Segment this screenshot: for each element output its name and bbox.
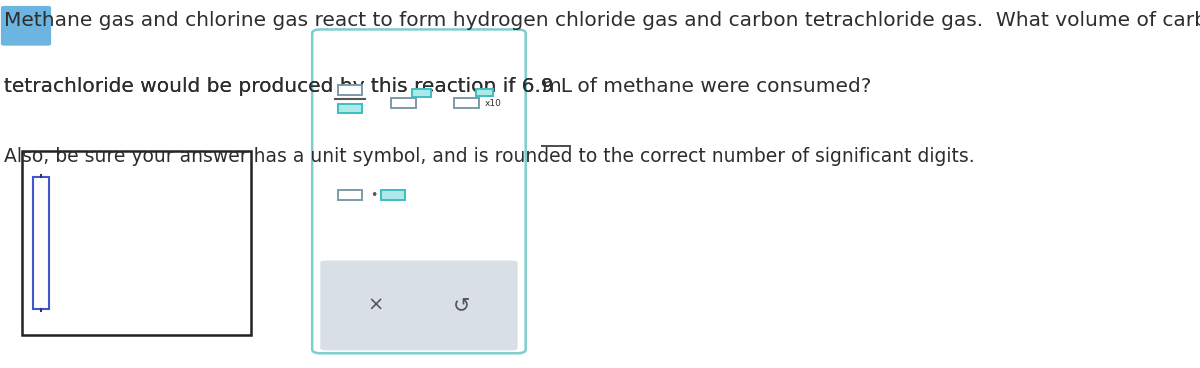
Bar	[391, 98, 416, 108]
Bar	[338, 190, 361, 200]
Text: tetrachloride would be produced by this reaction if 6.9: tetrachloride would be produced by this …	[5, 77, 560, 96]
Bar	[475, 89, 493, 96]
Bar	[338, 85, 361, 95]
FancyBboxPatch shape	[320, 261, 517, 350]
Text: ×: ×	[367, 296, 384, 315]
FancyBboxPatch shape	[312, 29, 526, 353]
Text: tetrachloride would be produced by this reaction if 6.9: tetrachloride would be produced by this …	[5, 77, 560, 96]
Text: mL: mL	[541, 77, 572, 96]
Bar	[455, 98, 479, 108]
FancyBboxPatch shape	[1, 6, 52, 46]
Text: Methane gas and chlorine gas react to form hydrogen chloride gas and carbon tetr: Methane gas and chlorine gas react to fo…	[5, 11, 1200, 30]
Text: Also, be sure your answer has a unit symbol, and is rounded to the correct numbe: Also, be sure your answer has a unit sym…	[5, 147, 976, 166]
FancyBboxPatch shape	[23, 151, 251, 335]
Text: x10: x10	[485, 99, 502, 108]
Bar	[413, 89, 431, 96]
Text: •: •	[371, 188, 378, 202]
Bar	[34, 177, 49, 309]
Text: of methane were consumed?: of methane were consumed?	[571, 77, 871, 96]
Bar	[338, 104, 361, 113]
Text: ↺: ↺	[454, 296, 470, 315]
Bar	[382, 190, 404, 200]
